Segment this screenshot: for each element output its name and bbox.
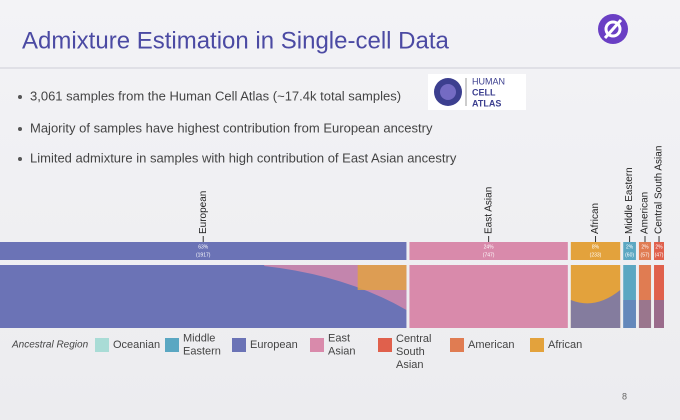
admixture-tail [357, 265, 407, 290]
legend-swatch [378, 338, 392, 352]
bullet-text: 3,061 samples from the Human Cell Atlas … [30, 88, 401, 103]
legend-swatch [310, 338, 324, 352]
logo-text: ATLAS [472, 98, 501, 108]
admixture-tail [570, 290, 621, 328]
legend-swatch [95, 338, 109, 352]
group-bar [0, 242, 407, 260]
group-bar [570, 242, 621, 260]
brand-logo [598, 14, 628, 44]
group-bar [623, 242, 636, 260]
count-label: (747) [483, 252, 495, 258]
legend-label: Oceanian [113, 339, 160, 351]
admixture-area [654, 265, 664, 328]
percent-label: 2% [626, 244, 634, 250]
admixture-tail [654, 300, 664, 328]
percent-label: 63% [198, 244, 209, 250]
count-label: (47) [655, 252, 664, 258]
legend-label: Middle [183, 332, 215, 344]
group-bar [409, 242, 568, 260]
count-label: (1917) [196, 252, 211, 258]
bullet-text: Majority of samples have highest contrib… [30, 120, 433, 135]
legend-label: East [328, 332, 350, 344]
legend-swatch [232, 338, 246, 352]
percent-label: 2% [641, 244, 649, 250]
bullet-dot [18, 157, 22, 161]
legend-label: Central [396, 333, 431, 345]
percent-label: 24% [484, 244, 495, 250]
slide-title: Admixture Estimation in Single-cell Data [22, 27, 449, 54]
group-label: European [198, 191, 209, 234]
logo-text: CELL [472, 87, 496, 97]
page-number: 8 [622, 391, 627, 401]
bullet-dot [18, 127, 22, 131]
admixture-tail [623, 300, 636, 328]
legend-swatch [530, 338, 544, 352]
legend-title: Ancestral Region [11, 340, 89, 351]
bullet-text: Limited admixture in samples with high c… [30, 150, 457, 165]
admixture-area [409, 265, 568, 328]
bullet-dot [18, 95, 22, 99]
legend-label: American [468, 339, 514, 351]
legend-label: African [548, 339, 582, 351]
group-label: East Asian [483, 187, 494, 234]
hca-logo [428, 74, 526, 110]
legend-label: Asian [328, 345, 356, 357]
logo-text: HUMAN [472, 76, 505, 86]
group-label: Middle Eastern [624, 167, 635, 234]
percent-label: 2% [655, 244, 663, 250]
count-label: (60) [625, 252, 634, 258]
admixture-tail [638, 300, 652, 328]
legend-swatch [165, 338, 179, 352]
legend-label: European [250, 339, 298, 351]
count-label: (57) [641, 252, 650, 258]
group-label: African [590, 203, 601, 234]
legend-label: South [396, 346, 425, 358]
legend-label: Eastern [183, 345, 221, 357]
group-bar [654, 242, 664, 260]
group-label: Central South Asian [654, 146, 665, 234]
percent-label: 8% [592, 244, 600, 250]
group-bar [638, 242, 652, 260]
count-label: (233) [590, 252, 602, 258]
legend-swatch [450, 338, 464, 352]
group-label: American [640, 192, 651, 234]
legend-label: Asian [396, 359, 424, 371]
